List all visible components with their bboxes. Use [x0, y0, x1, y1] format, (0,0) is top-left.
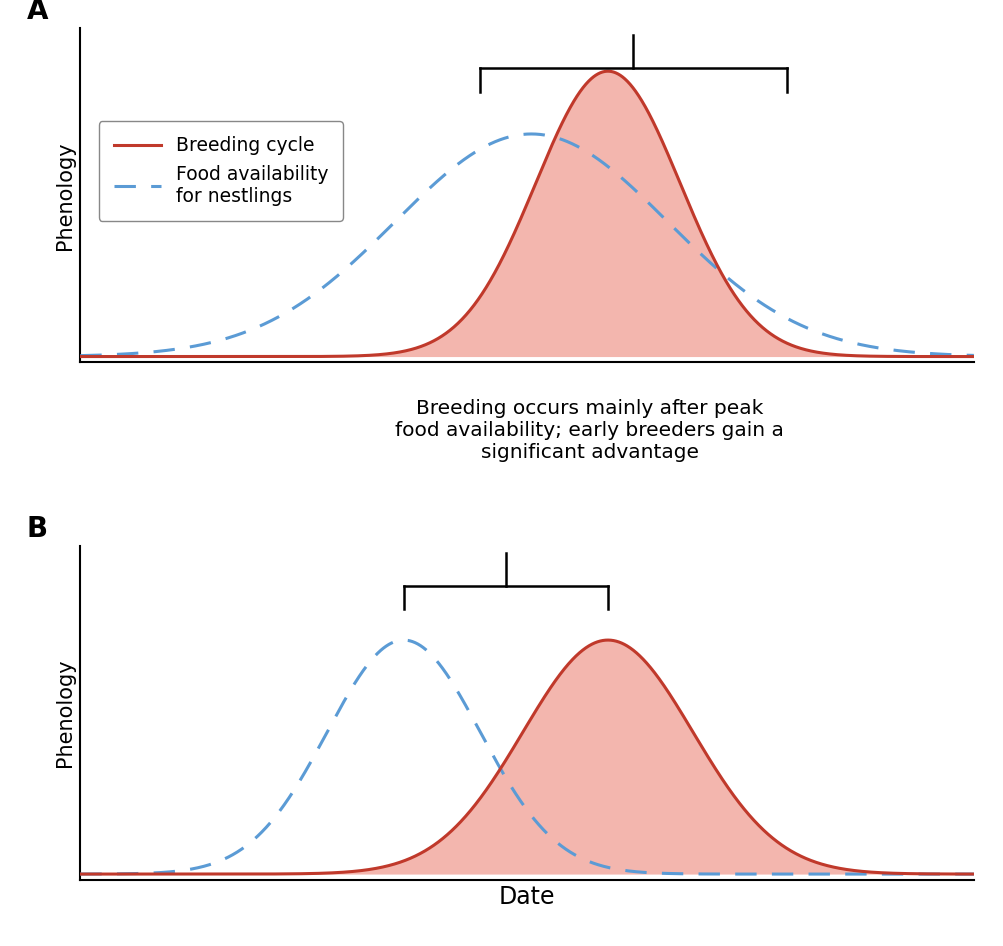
- X-axis label: Date: Date: [498, 885, 555, 909]
- Text: Breeding occurs mainly after peak
food availability; early breeders gain a
signi: Breeding occurs mainly after peak food a…: [395, 399, 783, 463]
- Text: B: B: [27, 515, 48, 543]
- Legend: Breeding cycle, Food availability
for nestlings: Breeding cycle, Food availability for ne…: [98, 121, 343, 220]
- Text: A: A: [27, 0, 48, 25]
- Y-axis label: Phenology: Phenology: [55, 141, 74, 250]
- Y-axis label: Phenology: Phenology: [55, 658, 74, 767]
